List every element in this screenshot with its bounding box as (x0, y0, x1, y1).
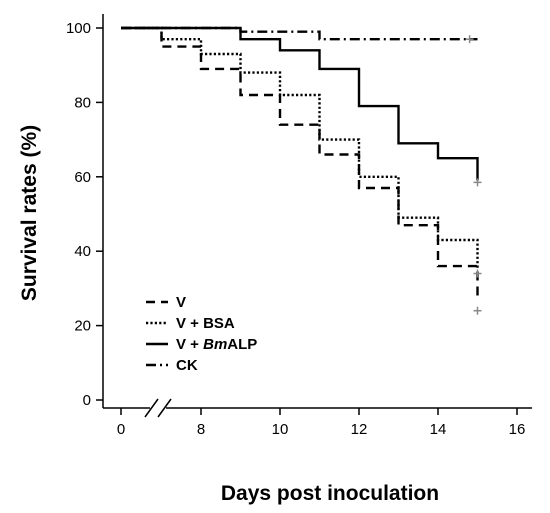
x-tick-label: 16 (509, 421, 526, 438)
y-tick-label: 80 (74, 94, 91, 111)
x-axis-title: Days post inoculation (221, 482, 439, 505)
legend-label-2: V + BmALP (176, 336, 257, 353)
y-axis-title: Survival rates (%) (18, 125, 41, 301)
series-line-0 (121, 26, 479, 300)
x-tick-label: 10 (272, 421, 289, 438)
y-tick-label: 0 (83, 392, 91, 409)
y-tick-label: 40 (74, 243, 91, 260)
legend: V V + BSA V + BmALP CK (146, 294, 257, 374)
ticks: 0 20 40 60 80 100 0 8 10 12 14 16 (66, 20, 525, 438)
axes (102, 14, 532, 418)
axis-break-mark (157, 398, 172, 418)
axis-break-mark (144, 398, 159, 418)
y-tick-label: 100 (66, 20, 91, 37)
x-tick-label: 0 (117, 421, 125, 438)
legend-label-1: V + BSA (176, 315, 235, 332)
legend-label-0: V (176, 294, 186, 311)
series-line-2 (121, 26, 479, 181)
legend-label-3: CK (176, 357, 198, 374)
x-tick-label: 14 (430, 421, 447, 438)
x-tick-label: 12 (351, 421, 368, 438)
series-layer (121, 26, 482, 315)
series-line-3 (121, 26, 478, 41)
x-tick-label: 8 (197, 421, 205, 438)
y-tick-label: 60 (74, 169, 91, 186)
series-line-1 (121, 26, 479, 270)
y-tick-label: 20 (74, 318, 91, 335)
